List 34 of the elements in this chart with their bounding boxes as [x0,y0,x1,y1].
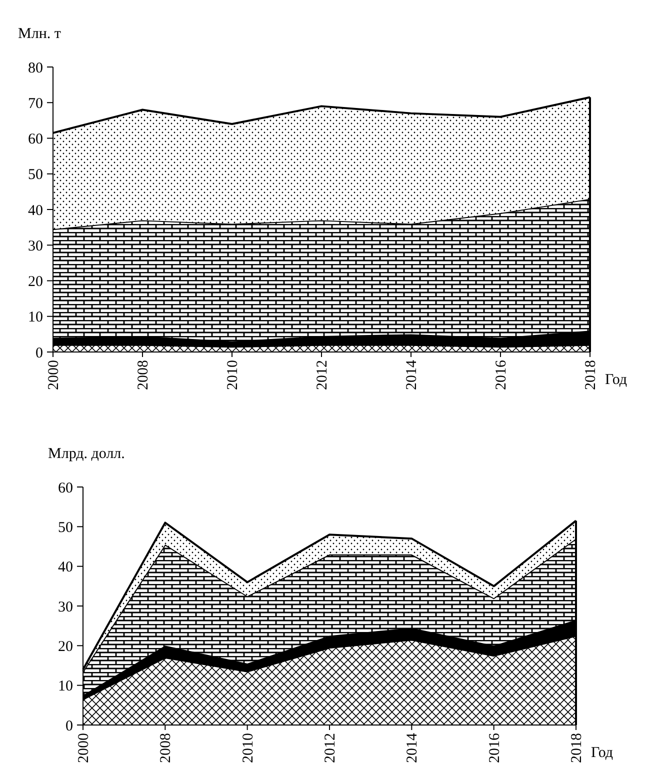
x-tick-label: 2008 [158,733,174,763]
y-tick-label: 60 [58,480,73,496]
x-tick-label: 2016 [486,732,503,763]
x-tick-label: 2012 [322,733,338,763]
x-axis-title: Год [605,372,628,388]
y-tick-label: 20 [58,638,73,655]
y-tick-label: 30 [58,599,73,616]
x-tick-label: 2000 [76,733,92,763]
x-tick-label: 2014 [404,360,420,390]
y-tick-label: 10 [28,310,43,326]
y-tick-label: 50 [58,520,73,536]
y-tick-label: 40 [58,560,73,576]
x-tick-label: 2010 [240,733,256,763]
y-tick-label: 20 [28,274,43,290]
x-tick-label: 2000 [46,360,62,390]
y-tick-label: 10 [58,678,73,695]
y-tick-label: 50 [28,167,43,184]
y-tick-label: 80 [28,60,43,76]
y-tick-label: 0 [36,345,43,362]
y-axis-title: Млн. т [18,26,62,42]
x-tick-label: 2010 [225,360,241,390]
y-tick-label: 40 [28,202,43,219]
y-tick-label: 70 [28,96,43,112]
x-tick-label: 2018 [569,733,585,763]
x-tick-label: 2018 [583,360,599,390]
x-tick-label: 2014 [404,732,421,763]
y-tick-label: 0 [66,718,73,734]
y-tick-label: 60 [28,132,43,148]
y-tick-label: 30 [28,238,43,254]
y-axis-title: Млрд. долл. [48,446,125,462]
x-axis-title: Год [591,745,614,761]
x-tick-label: 2016 [494,360,510,390]
x-tick-label: 2012 [314,360,330,390]
x-tick-label: 2008 [136,360,152,390]
